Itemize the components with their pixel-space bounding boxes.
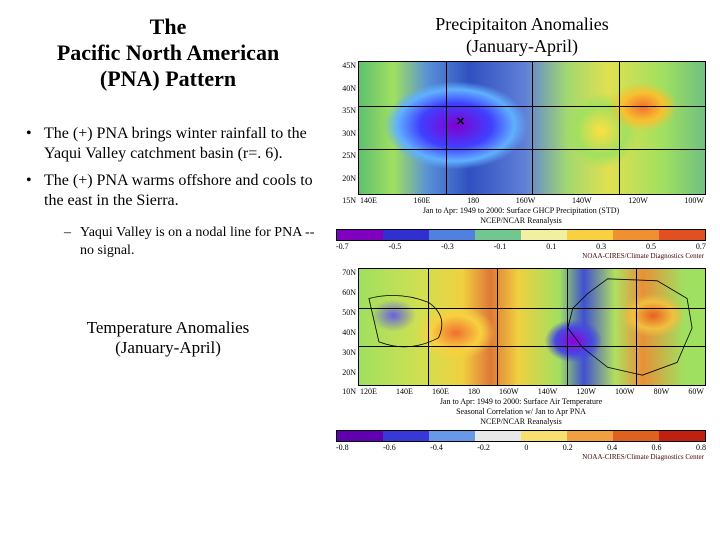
precip-colorbar bbox=[336, 229, 706, 241]
precip-colorbar-labels: -0.7-0.5-0.3-0.10.10.30.50.7 bbox=[336, 242, 706, 251]
precip-caption-l1: Jan to Apr: 1949 to 2000: Surface GHCP P… bbox=[423, 206, 619, 215]
temp-credit: NOAA-CIRES/Climate Diagnostics Center bbox=[336, 453, 706, 461]
right-column: Precipitaiton Anomalies (January-April) … bbox=[336, 14, 708, 465]
title-line-2: Pacific North American bbox=[18, 40, 318, 66]
precipitation-map: ✕ bbox=[358, 61, 706, 195]
temp-colorbar-wrap: -0.8-0.6-0.4-0.200.20.40.60.8 bbox=[336, 430, 706, 452]
bullet-2: The (+) PNA warms offshore and cools to … bbox=[18, 171, 318, 260]
bullet-1: The (+) PNA brings winter rainfall to th… bbox=[18, 124, 318, 165]
temp-x-ticks: 120E140E160E180160W140W120W100W80W60W bbox=[358, 387, 706, 396]
temp-label-l2: (January-April) bbox=[115, 338, 221, 357]
precipitation-map-panel: 45N40N35N30N25N20N15N ✕ 140E160E180160W1… bbox=[336, 61, 706, 260]
temperature-anomalies-label: Temperature Anomalies (January-April) bbox=[18, 318, 318, 358]
temp-colorbar bbox=[336, 430, 706, 442]
temperature-map bbox=[358, 268, 706, 386]
left-column: The Pacific North American (PNA) Pattern… bbox=[18, 14, 318, 358]
temp-y-ticks: 70N60N50N40N30N20N10N bbox=[336, 268, 356, 396]
temp-caption: Jan to Apr: 1949 to 2000: Surface Air Te… bbox=[336, 397, 706, 426]
sub-bullet-1: Yaqui Valley is on a nodal line for PNA … bbox=[44, 224, 318, 260]
bullet-2-text: The (+) PNA warms offshore and cools to … bbox=[44, 172, 313, 209]
title-line-1: The bbox=[18, 14, 318, 40]
temp-caption-l2: Seasonal Correlation w/ Jan to Apr PNA bbox=[456, 407, 586, 416]
title-line-3: (PNA) Pattern bbox=[18, 66, 318, 92]
temp-label-l1: Temperature Anomalies bbox=[87, 318, 250, 337]
precip-x-ticks: 140E160E180160W140W120W100W bbox=[358, 196, 706, 205]
precip-label-l1: Precipitaiton Anomalies bbox=[435, 14, 608, 34]
precip-y-ticks: 45N40N35N30N25N20N15N bbox=[336, 61, 356, 205]
slide-title: The Pacific North American (PNA) Pattern bbox=[18, 14, 318, 92]
marker-icon: ✕ bbox=[456, 118, 465, 127]
temp-caption-l3: NCEP/NCAR Reanalysis bbox=[480, 417, 562, 426]
bullet-list: The (+) PNA brings winter rainfall to th… bbox=[18, 124, 318, 260]
sub-bullet-list: Yaqui Valley is on a nodal line for PNA … bbox=[44, 224, 318, 260]
coastline-icon bbox=[359, 269, 705, 385]
temp-caption-l1: Jan to Apr: 1949 to 2000: Surface Air Te… bbox=[440, 397, 602, 406]
temperature-map-panel: 70N60N50N40N30N20N10N 120E140E160E180160… bbox=[336, 268, 706, 461]
precipitation-anomalies-label: Precipitaiton Anomalies (January-April) bbox=[336, 14, 708, 57]
precip-colorbar-wrap: -0.7-0.5-0.3-0.10.10.30.50.7 bbox=[336, 229, 706, 251]
temp-colorbar-labels: -0.8-0.6-0.4-0.200.20.40.60.8 bbox=[336, 443, 706, 452]
precip-caption: Jan to Apr: 1949 to 2000: Surface GHCP P… bbox=[336, 206, 706, 225]
precip-caption-l2: NCEP/NCAR Reanalysis bbox=[480, 216, 562, 225]
precip-label-l2: (January-April) bbox=[466, 36, 578, 56]
precip-credit: NOAA-CIRES/Climate Diagnostics Center bbox=[336, 252, 706, 260]
